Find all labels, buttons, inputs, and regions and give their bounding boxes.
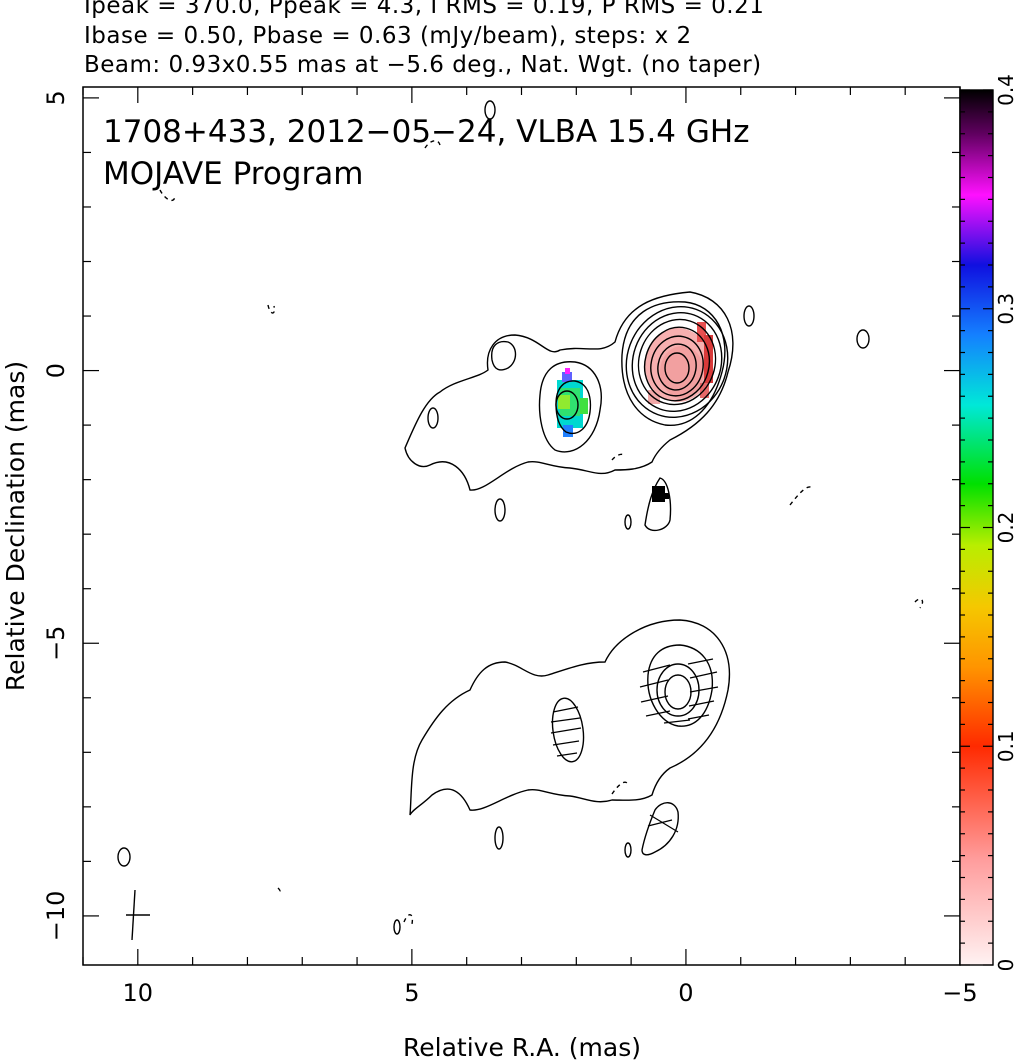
colorbar-tick-label: 0 (994, 959, 1018, 972)
header-line-3: Beam: 0.93x0.55 mas at −5.6 deg., Nat. W… (84, 52, 762, 78)
axis-ticks (82, 87, 961, 965)
plot-frame (82, 86, 961, 966)
chart-subtitle: MOJAVE Program (103, 156, 363, 192)
beam-marker (126, 889, 150, 941)
colorbar-tick-labels: 0 0.1 0.2 0.3 0.4 (994, 74, 1018, 971)
y-axis-label: Relative Declination (mas) (1, 361, 30, 691)
y-tick-label: −5 (42, 626, 70, 661)
header-line-2: Ibase = 0.50, Pbase = 0.63 (mJy/beam), s… (84, 23, 692, 49)
lower-contours (409, 619, 730, 856)
colorbar-tick-label: 0.3 (994, 293, 1018, 325)
x-axis-label: Relative R.A. (mas) (403, 1033, 641, 1061)
y-tick-label: 5 (42, 90, 70, 105)
colorbar-tick-label: 0.4 (994, 74, 1018, 106)
black-pol-spot (652, 486, 669, 502)
x-tick-label: 5 (404, 979, 419, 1007)
colorbar-ticks (960, 89, 993, 966)
upper-contours (117, 100, 870, 935)
x-tick-label: −5 (942, 979, 977, 1007)
y-tick-label: −10 (42, 891, 70, 942)
colorbar-tick-label: 0.1 (994, 730, 1018, 762)
chart-title: 1708+433, 2012−05−24, VLBA 15.4 GHz (103, 114, 749, 150)
x-tick-label: 10 (123, 979, 154, 1007)
x-tick-label: 0 (678, 979, 693, 1007)
dashed-negative-contours (159, 140, 924, 925)
header-line-1: Ipeak = 370.0, Ppeak = 4.3, I RMS = 0.19… (84, 0, 765, 19)
polarization-ticks (550, 658, 719, 833)
axis-tick-labels: 10 5 0 −5 5 0 −5 −10 (42, 90, 978, 1007)
y-tick-label: 0 (42, 363, 70, 378)
colorbar-tick-label: 0.2 (994, 512, 1018, 544)
